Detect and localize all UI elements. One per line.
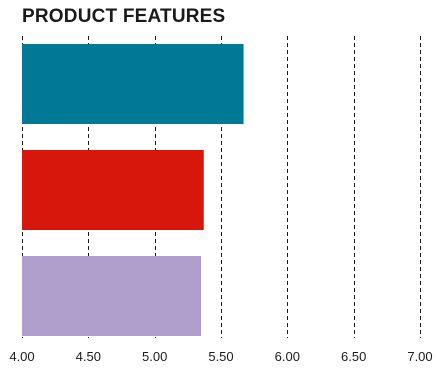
chart-title: PRODUCT FEATURES [22, 6, 226, 27]
bar-2 [22, 256, 202, 336]
bar-0 [22, 44, 244, 124]
x-axis-ticks: 4.00 4.50 5.00 5.50 6.00 6.50 7.00 [9, 349, 432, 364]
x-tick-label-2: 5.00 [142, 349, 167, 364]
x-tick-label-0: 4.00 [9, 349, 34, 364]
x-tick-label-4: 6.00 [275, 349, 300, 364]
bar-1 [22, 150, 204, 230]
x-tick-label-3: 5.50 [208, 349, 233, 364]
x-tick-label-1: 4.50 [76, 349, 101, 364]
x-tick-label-5: 6.50 [341, 349, 366, 364]
bars [22, 44, 244, 336]
x-tick-label-6: 7.00 [407, 349, 432, 364]
